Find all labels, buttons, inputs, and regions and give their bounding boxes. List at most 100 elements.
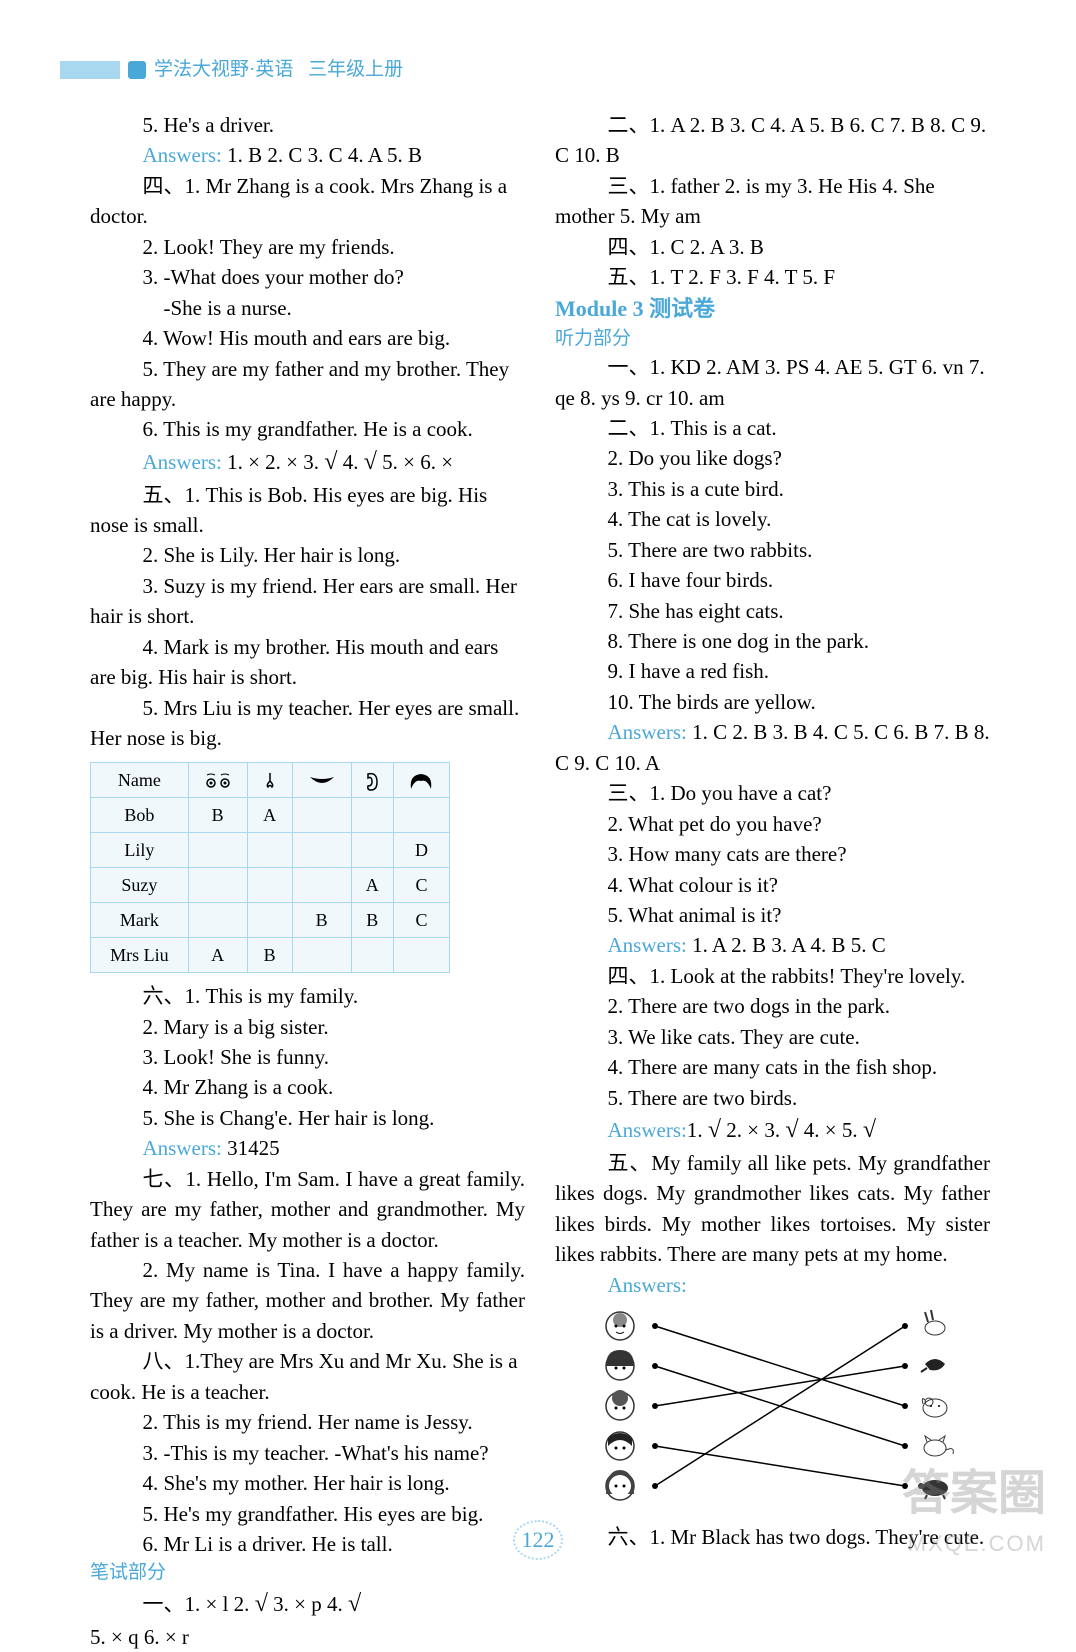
text-line: 4. She's my mother. Her hair is long. [90, 1468, 525, 1498]
text-line: 5. They are my father and my brother. Th… [90, 354, 525, 415]
person-icon-3 [606, 1390, 634, 1420]
answers-line: Answers:1. √ 2. × 3. √ 4. × 5. √ [555, 1113, 990, 1148]
person-icon-1 [606, 1312, 634, 1340]
text-line: 5. He's my grandfather. His eyes are big… [90, 1499, 525, 1529]
text-line: 四、1. C 2. A 3. B [555, 232, 990, 262]
hair-icon [393, 762, 449, 797]
table-row: SuzyAC [91, 867, 450, 902]
text-line: 9. I have a red fish. [555, 656, 990, 686]
text-line: 3. How many cats are there? [555, 839, 990, 869]
table-header: Name [91, 762, 189, 797]
text-line: 五、My family all like pets. My grandfathe… [555, 1148, 990, 1270]
text-line: 6. Mr Li is a driver. He is tall. [90, 1529, 525, 1559]
eyes-icon [188, 762, 247, 797]
text-line: 3. Look! She is funny. [90, 1042, 525, 1072]
table-row: Mrs LiuAB [91, 938, 450, 973]
text-line: 5. What animal is it? [555, 900, 990, 930]
text-line: 2. Do you like dogs? [555, 443, 990, 473]
text-line: 二、1. A 2. B 3. C 4. A 5. B 6. C 7. B 8. … [555, 110, 990, 171]
header-grade: 三年级上册 [308, 59, 403, 80]
text-line: 三、1. father 2. is my 3. He His 4. She mo… [555, 171, 990, 232]
nose-icon [247, 762, 292, 797]
text-line: 七、1. Hello, I'm Sam. I have a great fami… [90, 1164, 525, 1255]
ear-icon [351, 762, 393, 797]
text-line: 8. There is one dog in the park. [555, 626, 990, 656]
left-column: 5. He's a driver. Answers: 1. B 2. C 3. … [90, 110, 525, 1652]
text-line: 3. -This is my teacher. -What's his name… [90, 1438, 525, 1468]
person-icon-4 [606, 1432, 634, 1460]
header-icon [128, 61, 146, 79]
text-line: 五、1. This is Bob. His eyes are big. His … [90, 480, 525, 541]
cat-icon [924, 1436, 953, 1456]
page-number: 122 [513, 1520, 563, 1560]
text-line: 6. I have four birds. [555, 565, 990, 595]
person-icon-2 [606, 1350, 634, 1380]
rabbit-icon [925, 1310, 945, 1335]
table-row: BobBA [91, 797, 450, 832]
header-title: 学法大视野·英语 三年级上册 [154, 56, 403, 84]
text-line: 7. She has eight cats. [555, 596, 990, 626]
text-line: 二、1. This is a cat. [555, 413, 990, 443]
text-line: 2. Mary is a big sister. [90, 1012, 525, 1042]
match-line [655, 1326, 905, 1486]
text-line: 3. We like cats. They are cute. [555, 1022, 990, 1052]
listening-section-label: 听力部分 [555, 325, 990, 353]
text-line: 五、1. T 2. F 3. F 4. T 5. F [555, 262, 990, 292]
text-line: 5. He's a driver. [90, 110, 525, 140]
content-area: 5. He's a driver. Answers: 1. B 2. C 3. … [90, 110, 990, 1652]
text-line: 5. She is Chang'e. Her hair is long. [90, 1103, 525, 1133]
match-line [655, 1366, 905, 1406]
text-line: 4. Wow! His mouth and ears are big. [90, 323, 525, 353]
bird-icon [921, 1359, 945, 1372]
right-column: 二、1. A 2. B 3. C 4. A 5. B 6. C 7. B 8. … [555, 110, 990, 1652]
person-icon-5 [606, 1470, 634, 1500]
watermark-text-1: 答案圈 [902, 1459, 1046, 1529]
text-line: 2. She is Lily. Her hair is long. [90, 540, 525, 570]
answers-line: Answers: 1. A 2. B 3. A 4. B 5. C [555, 930, 990, 960]
answers-label: Answers: [143, 143, 222, 167]
text-line: 一、1. KD 2. AM 3. PS 4. AE 5. GT 6. vn 7.… [555, 352, 990, 413]
text-line: 5. There are two rabbits. [555, 535, 990, 565]
watermark-text-2: MXQE.COM [902, 1528, 1046, 1560]
match-line [655, 1326, 905, 1406]
written-section-label: 笔试部分 [90, 1559, 525, 1587]
answers-label: Answers: [608, 1118, 687, 1142]
text-line: 6. This is my grandfather. He is a cook. [90, 414, 525, 444]
text-line: 四、1. Mr Zhang is a cook. Mrs Zhang is a … [90, 171, 525, 232]
text-line: 2. This is my friend. Her name is Jessy. [90, 1407, 525, 1437]
dog-icon [922, 1398, 947, 1417]
text-line: 10. The birds are yellow. [555, 687, 990, 717]
watermark: 答案圈 MXQE.COM [902, 1459, 1046, 1560]
match-line [655, 1446, 905, 1486]
answers-label: Answers: [143, 1136, 222, 1160]
table-row: LilyD [91, 832, 450, 867]
text-line: 六、1. This is my family. [90, 981, 525, 1011]
text-line: 四、1. Look at the rabbits! They're lovely… [555, 961, 990, 991]
text-line: 5. There are two birds. [555, 1083, 990, 1113]
text-line: 三、1. Do you have a cat? [555, 778, 990, 808]
answers-line: Answers: 1. × 2. × 3. √ 4. √ 5. × 6. × [90, 445, 525, 480]
text-line: 八、1.They are Mrs Xu and Mr Xu. She is a … [90, 1346, 525, 1407]
text-line: 4. What colour is it? [555, 870, 990, 900]
table-row: MarkBBC [91, 902, 450, 937]
text-line: 4. The cat is lovely. [555, 504, 990, 534]
text-line: 5. Mrs Liu is my teacher. Her eyes are s… [90, 693, 525, 754]
answers-line: 一、1. × l 2. √ 3. × p 4. √ 5. × q 6. × r [90, 1587, 525, 1652]
answers-line: Answers: 31425 [90, 1133, 525, 1163]
table-header-row: Name [91, 762, 450, 797]
text-line: 4. Mr Zhang is a cook. [90, 1072, 525, 1102]
text-line: 3. Suzy is my friend. Her ears are small… [90, 571, 525, 632]
answers-label: Answers: [608, 720, 687, 744]
answers-line: Answers: 1. C 2. B 3. B 4. C 5. C 6. B 7… [555, 717, 990, 778]
text-line: 4. There are many cats in the fish shop. [555, 1052, 990, 1082]
features-table: Name BobBA LilyD SuzyAC MarkBBC Mrs LiuA… [90, 762, 450, 974]
text-line: 3. -What does your mother do? [90, 262, 525, 292]
text-line: 4. Mark is my brother. His mouth and ear… [90, 632, 525, 693]
text-line: -She is a nurse. [90, 293, 525, 323]
text-line: 2. There are two dogs in the park. [555, 991, 990, 1021]
text-line: 2. My name is Tina. I have a happy famil… [90, 1255, 525, 1346]
text-line: 2. What pet do you have? [555, 809, 990, 839]
text-line: 3. This is a cute bird. [555, 474, 990, 504]
header-subject: 学法大视野·英语 [154, 59, 293, 80]
page-header: 学法大视野·英语 三年级上册 [60, 56, 403, 84]
